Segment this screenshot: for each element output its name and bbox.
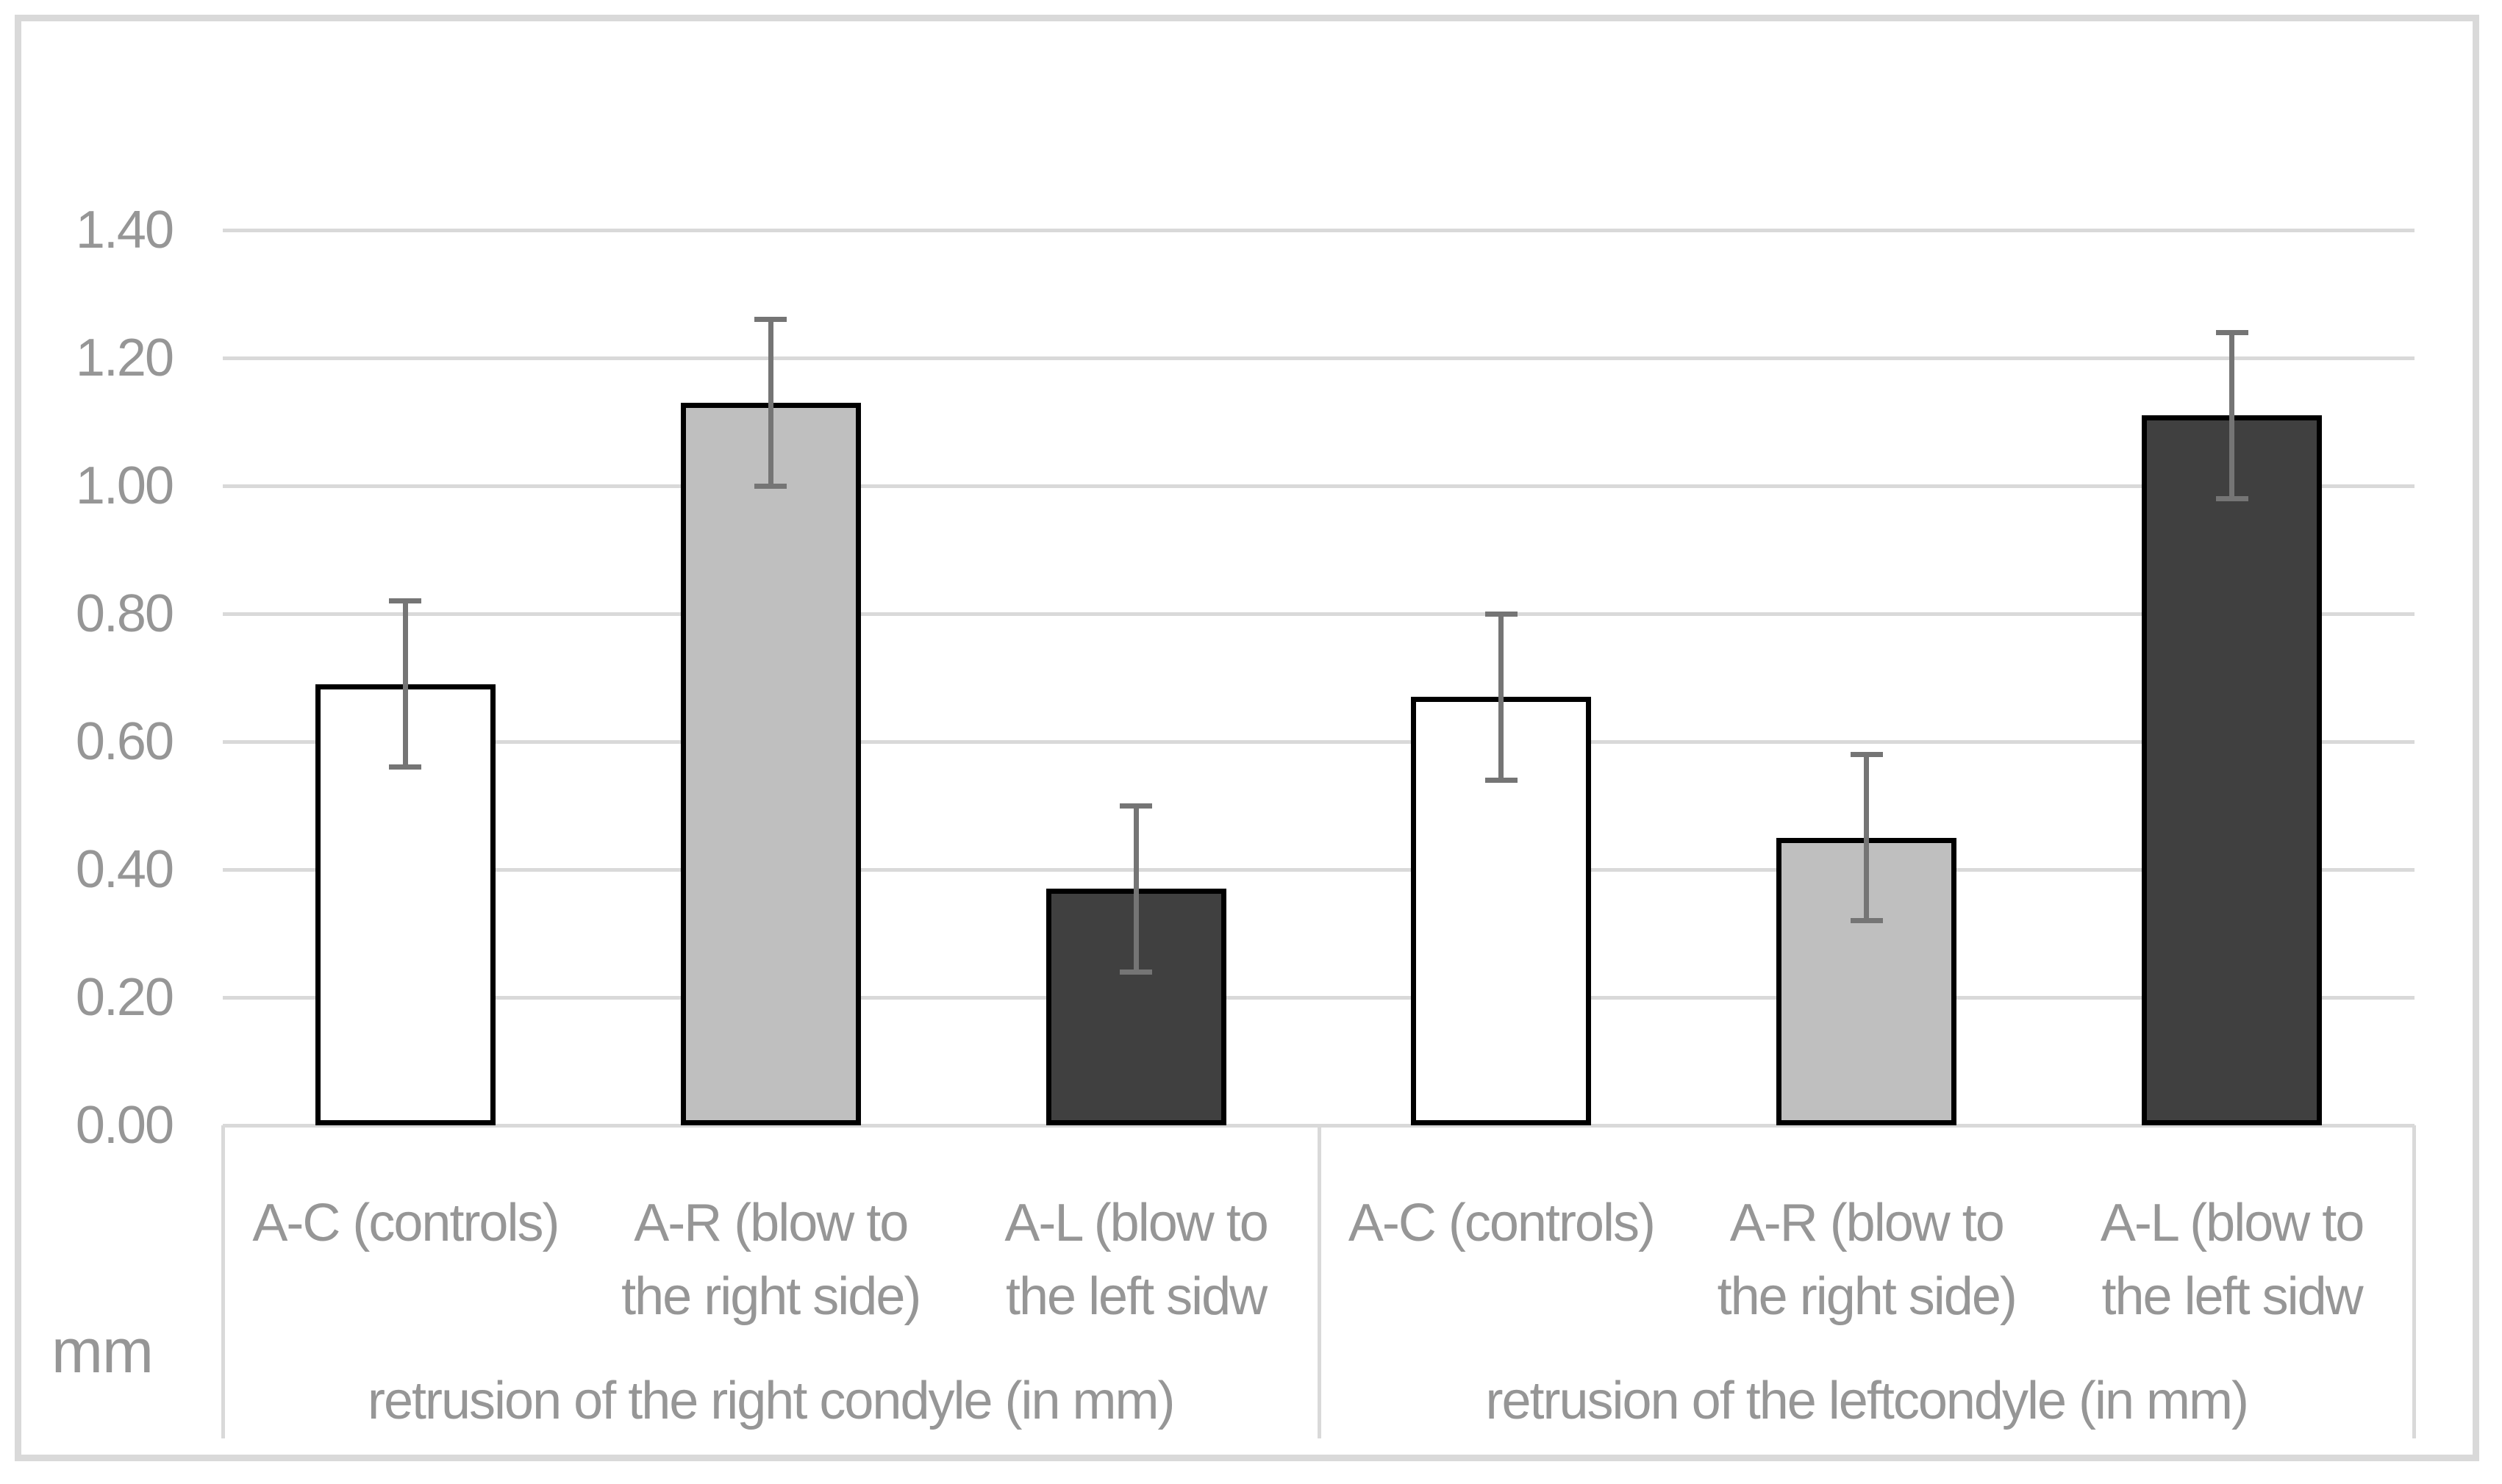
error-bar-cap — [2215, 329, 2248, 335]
y-axis-tick-label: 0.40 — [75, 840, 174, 899]
gridline-0.20 — [223, 996, 2415, 1000]
gridline-0.80 — [223, 612, 2415, 616]
error-bar — [1133, 806, 1139, 972]
category-axis-label: A-C (controls) — [252, 1194, 560, 1252]
category-axis-label: the right side) — [621, 1267, 921, 1326]
category-axis-label: A-C (controls) — [1348, 1194, 1656, 1252]
bar — [2142, 415, 2323, 1125]
bar — [315, 684, 496, 1125]
category-axis-label: the right side) — [1717, 1267, 2017, 1326]
y-axis-tick-label: 0.80 — [75, 584, 174, 643]
error-bar-cap — [1850, 751, 1883, 757]
gridline-1.20 — [223, 356, 2415, 360]
error-bar-cap — [389, 764, 422, 770]
category-axis-label: A-R (blow to — [634, 1194, 909, 1252]
error-bar — [2229, 332, 2235, 499]
y-axis-tick-label: 1.40 — [75, 201, 174, 259]
y-axis-tick-label: 0.20 — [75, 968, 174, 1027]
error-bar — [1864, 754, 1870, 921]
category-axis-divider — [1317, 1125, 1321, 1438]
error-bar-cap — [1484, 777, 1518, 783]
bar — [680, 402, 861, 1125]
y-axis-tick-label: 0.00 — [75, 1096, 174, 1155]
error-bar-cap — [2215, 495, 2248, 501]
category-axis-label: A-R (blow to — [1729, 1194, 2005, 1252]
gridline-1.40 — [223, 229, 2415, 232]
error-bar-cap — [389, 598, 422, 604]
error-bar-cap — [754, 317, 787, 323]
error-bar — [402, 601, 408, 767]
error-bar-cap — [1484, 611, 1518, 617]
y-axis-tick-label: 1.20 — [75, 329, 174, 387]
category-group-label: retrusion of the leftcondyle (in mm) — [1485, 1372, 2249, 1430]
category-group-label: retrusion of the right condyle (in mm) — [368, 1372, 1175, 1430]
y-axis-tick-label: 1.00 — [75, 456, 174, 515]
gridline-1.00 — [223, 484, 2415, 488]
figure-border — [15, 15, 2479, 1461]
category-axis-label: A-L (blow to — [1004, 1194, 1268, 1252]
category-axis-divider — [2412, 1125, 2416, 1438]
error-bar-cap — [1850, 918, 1883, 924]
error-bar-cap — [1120, 969, 1153, 975]
y-axis-tick-label: 0.60 — [75, 712, 174, 771]
gridline-0.60 — [223, 740, 2415, 744]
error-bar-cap — [754, 483, 787, 489]
category-axis-label: A-L (blow to — [2100, 1194, 2365, 1252]
error-bar-cap — [1120, 803, 1153, 809]
category-axis-divider — [221, 1125, 225, 1438]
bar — [1046, 889, 1226, 1125]
error-bar — [768, 319, 773, 486]
y-axis-unit-label: mm — [51, 1316, 154, 1386]
gridline-0.40 — [223, 868, 2415, 872]
category-axis-label: the left sidw — [2101, 1267, 2363, 1326]
error-bar — [1498, 614, 1504, 781]
category-axis-label: the left sidw — [1005, 1267, 1268, 1326]
